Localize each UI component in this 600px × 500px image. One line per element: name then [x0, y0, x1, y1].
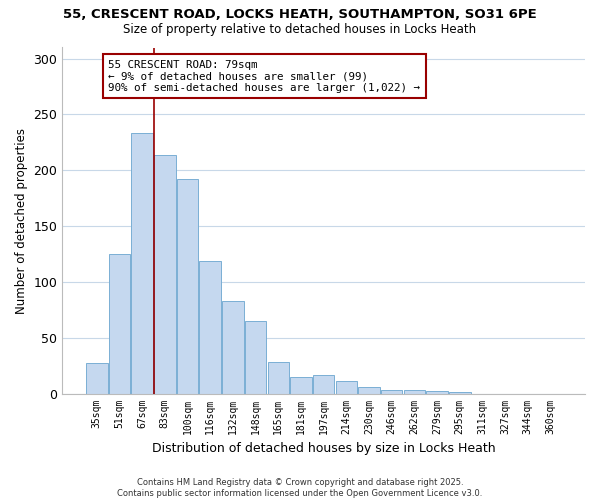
Bar	[449, 392, 470, 394]
Bar	[154, 154, 176, 394]
Bar	[131, 134, 153, 394]
Bar	[177, 179, 199, 394]
Y-axis label: Number of detached properties: Number of detached properties	[15, 128, 28, 314]
Bar	[404, 390, 425, 394]
Bar	[335, 382, 357, 394]
Bar	[199, 260, 221, 394]
Bar	[358, 387, 380, 394]
Text: 55, CRESCENT ROAD, LOCKS HEATH, SOUTHAMPTON, SO31 6PE: 55, CRESCENT ROAD, LOCKS HEATH, SOUTHAMP…	[63, 8, 537, 20]
Bar	[313, 374, 334, 394]
X-axis label: Distribution of detached houses by size in Locks Heath: Distribution of detached houses by size …	[152, 442, 496, 455]
Bar	[86, 364, 107, 394]
Bar	[245, 321, 266, 394]
Text: Size of property relative to detached houses in Locks Heath: Size of property relative to detached ho…	[124, 22, 476, 36]
Bar	[109, 254, 130, 394]
Text: 55 CRESCENT ROAD: 79sqm
← 9% of detached houses are smaller (99)
90% of semi-det: 55 CRESCENT ROAD: 79sqm ← 9% of detached…	[108, 60, 420, 93]
Bar	[290, 377, 312, 394]
Text: Contains HM Land Registry data © Crown copyright and database right 2025.
Contai: Contains HM Land Registry data © Crown c…	[118, 478, 482, 498]
Bar	[268, 362, 289, 394]
Bar	[381, 390, 403, 394]
Bar	[426, 392, 448, 394]
Bar	[222, 301, 244, 394]
